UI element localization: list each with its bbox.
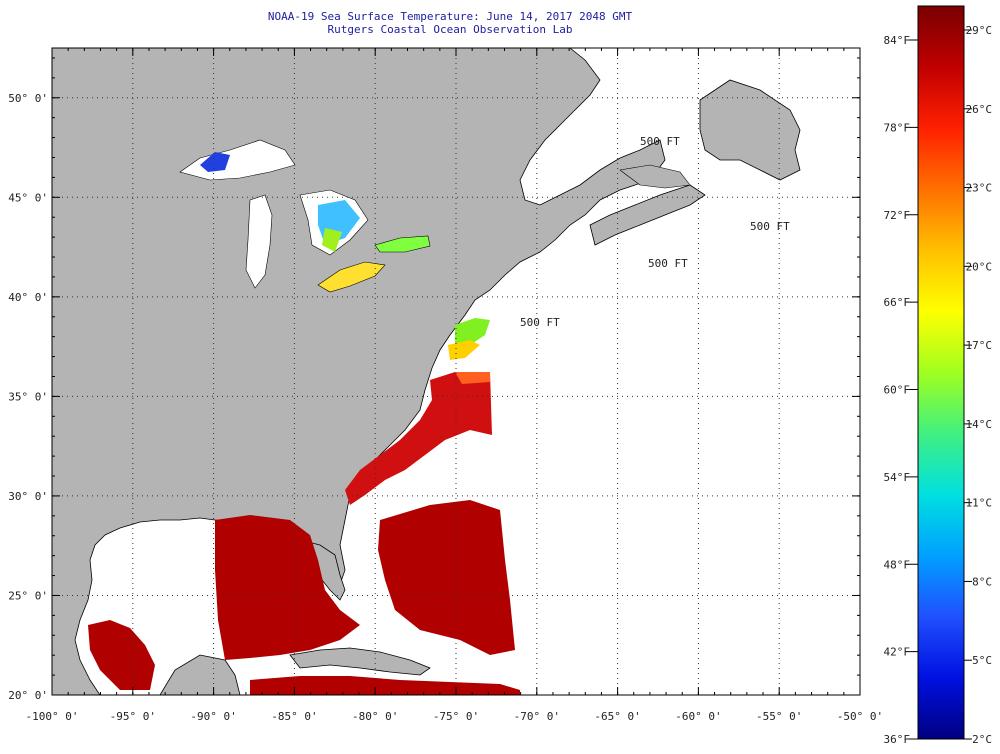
colorbar-c-label: 23°C bbox=[966, 182, 993, 195]
nova-scotia-land bbox=[589, 184, 706, 246]
colorbar-c-label: 5°C bbox=[972, 654, 992, 667]
lon-label: -100° 0' bbox=[26, 710, 79, 723]
lon-label: -55° 0' bbox=[756, 710, 802, 723]
colorbar-f-label: 60°F bbox=[884, 384, 911, 397]
colorbar-f-label: 84°F bbox=[884, 34, 911, 47]
lon-label: -50° 0' bbox=[837, 710, 883, 723]
caribbean-sst bbox=[250, 676, 520, 695]
lake-ontario-sst bbox=[374, 235, 431, 253]
gulf-of-mexico-sst bbox=[215, 515, 360, 660]
gulf-st-lawrence-island bbox=[619, 164, 691, 189]
lake-superior-sst bbox=[200, 152, 230, 172]
lat-label: 20° 0' bbox=[8, 689, 48, 702]
latitude-labels: 20° 0' 25° 0' 30° 0' 35° 0' 40° 0' 45° 0' 50° … bbox=[8, 92, 48, 702]
colorbar bbox=[917, 5, 965, 740]
lat-label: 40° 0' bbox=[8, 291, 48, 304]
colorbar-f-label: 78°F bbox=[884, 121, 911, 134]
colorbar-f-label: 36°F bbox=[884, 733, 911, 746]
colorbar-c-label: 2°C bbox=[972, 733, 992, 746]
colorbar-fahrenheit-labels: 84°F 78°F 72°F 66°F 60°F 54°F 48°F 42°F 36°F bbox=[884, 34, 918, 746]
gulf-stream-sst-orange bbox=[455, 372, 490, 384]
mid-atlantic-sst-yellow bbox=[448, 340, 480, 360]
map-title: NOAA-19 Sea Surface Temperature: June 14… bbox=[267, 10, 633, 23]
colorbar-c-label: 14°C bbox=[966, 418, 993, 431]
lon-label: -95° 0' bbox=[110, 710, 156, 723]
gulf-stream-sst bbox=[345, 372, 492, 505]
offshore-sst-patch bbox=[378, 500, 515, 655]
mexico-coast-sst bbox=[88, 620, 155, 690]
lake-erie-sst bbox=[317, 261, 386, 293]
lon-label: -80° 0' bbox=[352, 710, 398, 723]
lon-label: -70° 0' bbox=[514, 710, 560, 723]
axis-ticks bbox=[51, 48, 861, 696]
colorbar-f-label: 42°F bbox=[884, 646, 911, 659]
lon-label: -60° 0' bbox=[675, 710, 721, 723]
lat-label: 30° 0' bbox=[8, 490, 48, 503]
colorbar-celsius-labels: 29°C 26°C 23°C 20°C 17°C 14°C 11°C 8°C 5°C 2°C bbox=[964, 24, 992, 746]
isobath-label: 500 FT bbox=[648, 257, 688, 270]
lon-label: -75° 0' bbox=[433, 710, 479, 723]
lake-huron-sst-warm bbox=[322, 228, 342, 252]
longitude-labels: -100° 0' -95° 0' -90° 0' -85° 0' -80° 0' -75°… bbox=[26, 710, 884, 723]
north-america-land bbox=[52, 48, 666, 695]
isobath-label: 500 FT bbox=[640, 135, 680, 148]
isobath-label: 500 FT bbox=[750, 220, 790, 233]
map-subtitle: Rutgers Coastal Ocean Observation Lab bbox=[327, 23, 573, 36]
cuba-land bbox=[289, 647, 431, 676]
colorbar-c-label: 17°C bbox=[966, 339, 993, 352]
newfoundland-land bbox=[699, 79, 801, 181]
map-panel bbox=[52, 48, 860, 695]
lat-label: 25° 0' bbox=[8, 589, 48, 602]
isobath-label: 500 FT bbox=[520, 316, 560, 329]
lon-label: -85° 0' bbox=[271, 710, 317, 723]
lon-label: -65° 0' bbox=[594, 710, 640, 723]
lake-michigan bbox=[245, 194, 273, 289]
colorbar-f-label: 72°F bbox=[884, 209, 911, 222]
lat-label: 45° 0' bbox=[8, 191, 48, 204]
lat-label: 35° 0' bbox=[8, 390, 48, 403]
colorbar-c-label: 8°C bbox=[972, 575, 992, 588]
colorbar-f-label: 66°F bbox=[884, 296, 911, 309]
colorbar-c-label: 20°C bbox=[966, 260, 993, 273]
colorbar-f-label: 54°F bbox=[884, 471, 911, 484]
colorbar-c-label: 11°C bbox=[966, 497, 993, 510]
lon-label: -90° 0' bbox=[190, 710, 236, 723]
colorbar-c-label: 26°C bbox=[966, 103, 993, 116]
lat-label: 50° 0' bbox=[8, 92, 48, 105]
colorbar-f-label: 48°F bbox=[884, 558, 911, 571]
colorbar-c-label: 29°C bbox=[966, 24, 993, 37]
